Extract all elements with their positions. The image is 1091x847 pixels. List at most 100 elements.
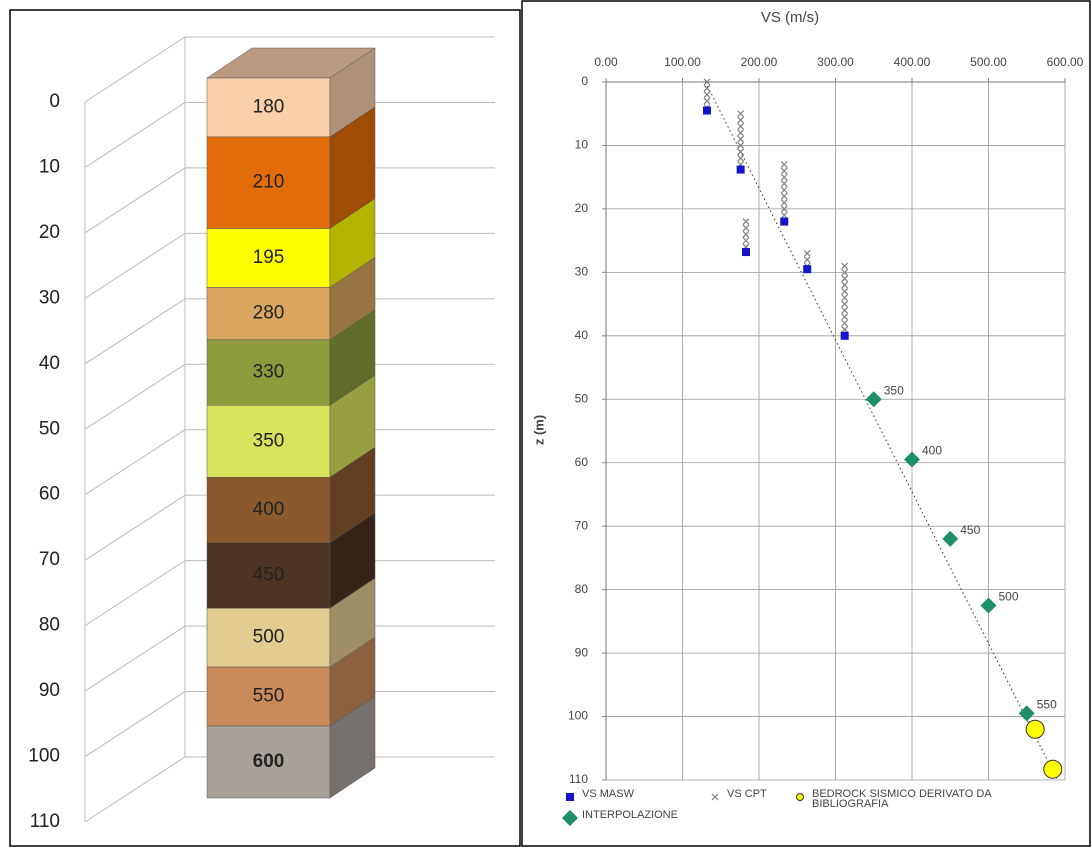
page: 0 10 20 30 40 50 60 70 80 90 100 110 180 210 195 280 330… <box>0 0 1091 847</box>
legend-item: INTERPOLAZIONE <box>582 810 722 840</box>
point <box>738 149 744 155</box>
y-tick-label: 60 <box>575 455 589 469</box>
column-chart: 0102030405060708090100110180210195280330… <box>28 37 495 832</box>
point <box>842 326 848 332</box>
y-tick-label: 90 <box>39 680 60 701</box>
right-frame <box>522 1 1090 846</box>
data-label: 500 <box>999 590 1019 604</box>
y-axis-title: z (m) <box>531 415 546 445</box>
layer-label: 195 <box>253 247 285 268</box>
y-tick-label: 80 <box>575 582 589 596</box>
layer-label: 450 <box>253 564 285 585</box>
layer-label: 330 <box>253 362 285 383</box>
x-axis-title: VS (m/s) <box>761 9 819 26</box>
point <box>738 136 744 142</box>
layer-label: 350 <box>253 430 285 451</box>
point <box>780 218 788 226</box>
point <box>743 238 749 244</box>
point <box>781 187 787 193</box>
trendline <box>705 82 1057 780</box>
data-label: 450 <box>960 523 980 537</box>
y-tick-label: 100 <box>568 709 588 723</box>
layer-label: 400 <box>253 499 285 520</box>
y-tick-label: 110 <box>30 811 60 832</box>
point <box>842 301 848 307</box>
point <box>842 282 848 288</box>
grid-line <box>85 430 185 495</box>
point <box>842 276 848 282</box>
x-tick-label: 200.00 <box>741 55 778 69</box>
point <box>1044 760 1062 778</box>
point <box>842 307 848 313</box>
point <box>803 265 811 273</box>
y-tick-label: 70 <box>39 549 60 570</box>
y-tick-label: 90 <box>575 645 589 659</box>
legend-item: BEDROCK SISMICO DERIVATO DA BIBLIOGRAFIA <box>812 789 1052 819</box>
point <box>738 111 744 117</box>
layer-label: 280 <box>253 303 285 324</box>
legend-text: BEDROCK SISMICO DERIVATO DA BIBLIOGRAFIA <box>812 789 1012 809</box>
y-tick-label: 30 <box>39 287 60 308</box>
point <box>704 98 710 104</box>
grid-line <box>85 561 185 626</box>
point <box>738 123 744 129</box>
point <box>1019 705 1035 721</box>
point <box>737 166 745 174</box>
point <box>841 332 849 340</box>
x-tick-label: 500.00 <box>970 55 1007 69</box>
y-tick-label: 20 <box>39 222 60 243</box>
point <box>738 117 744 123</box>
point <box>743 231 749 237</box>
point <box>704 92 710 98</box>
grid-line <box>85 233 185 298</box>
y-tick-label: 60 <box>39 484 60 505</box>
point <box>704 85 710 91</box>
y-tick-label: 40 <box>575 328 589 342</box>
point <box>781 161 787 167</box>
layer-label: 180 <box>253 96 285 117</box>
point <box>981 598 997 614</box>
point <box>743 225 749 231</box>
y-tick-label: 50 <box>39 418 60 439</box>
grid-line <box>85 364 185 429</box>
grid-line <box>85 495 185 560</box>
legend-text: INTERPOLAZIONE <box>582 810 712 820</box>
point <box>781 212 787 218</box>
point <box>781 200 787 206</box>
y-tick-label: 110 <box>569 772 588 786</box>
point <box>738 130 744 136</box>
point <box>781 168 787 174</box>
data-label: 350 <box>884 383 904 397</box>
x-tick-label: 0.00 <box>594 55 618 69</box>
point <box>842 320 848 326</box>
y-tick-label: 0 <box>581 74 588 88</box>
figure: 0 10 20 30 40 50 60 70 80 90 100 110 180 210 195 280 330… <box>0 0 1091 847</box>
grid-line <box>85 757 185 822</box>
y-tick-label: 10 <box>575 138 589 152</box>
y-tick-label: 40 <box>39 353 60 374</box>
point <box>904 452 920 468</box>
point <box>866 391 882 407</box>
layer-label: 210 <box>253 172 285 193</box>
point <box>942 531 958 547</box>
y-tick-label: 70 <box>575 518 589 532</box>
grid-line <box>85 37 185 102</box>
point <box>742 248 750 256</box>
data-label: 550 <box>1037 698 1057 712</box>
point <box>804 250 810 256</box>
y-tick-label: 30 <box>575 265 589 279</box>
point <box>842 314 848 320</box>
grid-line <box>85 102 185 167</box>
point <box>743 219 749 225</box>
point <box>804 257 810 263</box>
data-label: 400 <box>922 444 942 458</box>
point <box>781 174 787 180</box>
y-tick-label: 50 <box>575 391 589 405</box>
grid-line <box>85 626 185 691</box>
y-tick-label: 100 <box>28 746 60 767</box>
layer-label: 550 <box>253 686 285 707</box>
point <box>842 288 848 294</box>
legend-text: VS MASW <box>582 789 712 799</box>
x-tick-label: 400.00 <box>894 55 931 69</box>
